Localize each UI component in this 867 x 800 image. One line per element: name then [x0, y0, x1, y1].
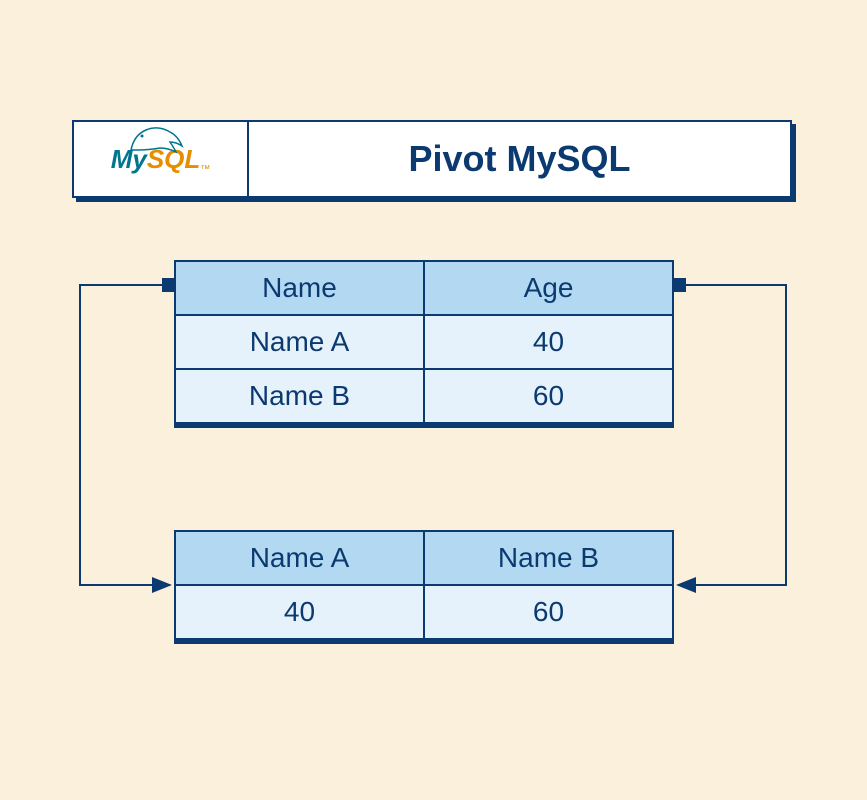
- logo-cell: MySQL™: [74, 122, 249, 196]
- table-row: 40 60: [176, 584, 672, 638]
- table-cell: Name B: [176, 370, 423, 422]
- table-cell: Name A: [176, 316, 423, 368]
- table-cell: 60: [423, 370, 672, 422]
- table-header-row: Name A Name B: [176, 532, 672, 584]
- mysql-dolphin-icon: [126, 120, 186, 155]
- column-header: Name A: [176, 532, 423, 584]
- column-header: Age: [423, 262, 672, 314]
- arrow-left: [80, 285, 170, 585]
- table-cell: 40: [176, 586, 423, 638]
- pivot-table: Name A Name B 40 60: [174, 530, 674, 640]
- arrow-right: [678, 285, 786, 585]
- column-header: Name B: [423, 532, 672, 584]
- table-cell: 40: [423, 316, 672, 368]
- table-row: Name A 40: [176, 314, 672, 368]
- table-header-row: Name Age: [176, 262, 672, 314]
- header-box: MySQL™ Pivot MySQL: [72, 120, 792, 198]
- column-header: Name: [176, 262, 423, 314]
- page-title: Pivot MySQL: [408, 138, 630, 180]
- connector-node-right: [672, 278, 686, 292]
- title-cell: Pivot MySQL: [249, 122, 790, 196]
- table-cell: 60: [423, 586, 672, 638]
- source-table: Name Age Name A 40 Name B 60: [174, 260, 674, 424]
- table-row: Name B 60: [176, 368, 672, 422]
